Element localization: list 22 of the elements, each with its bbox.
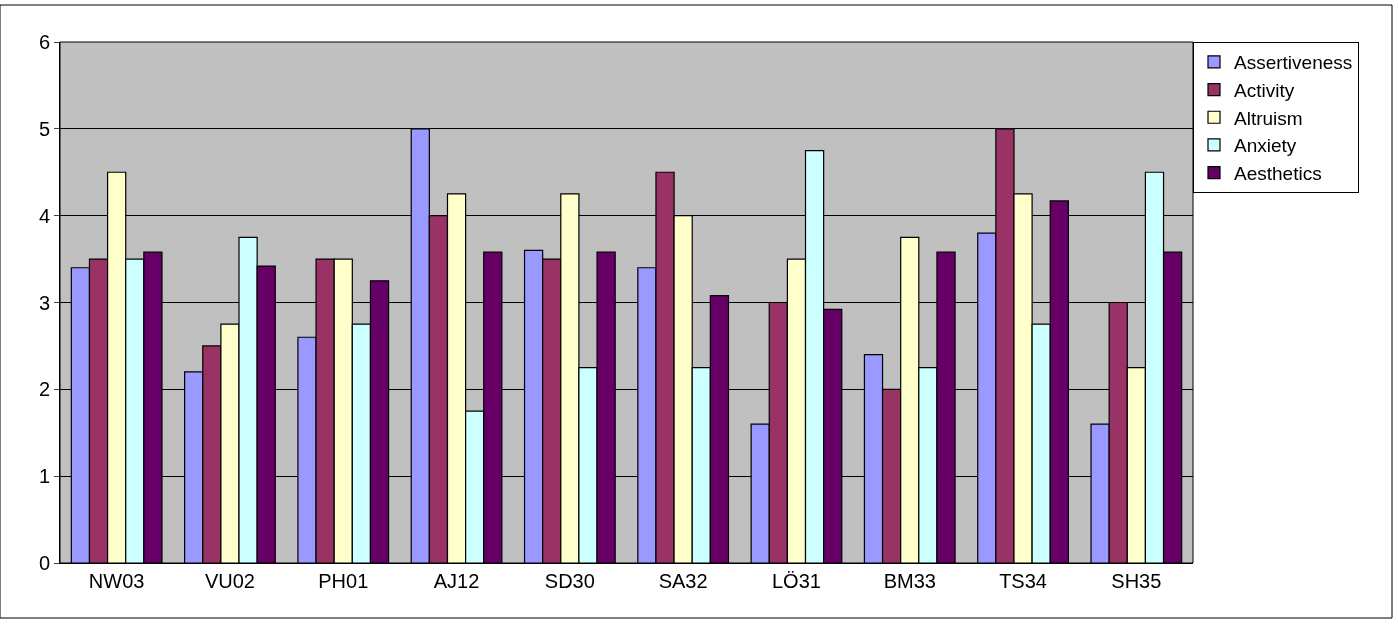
x-tick-label: SH35 <box>1111 570 1162 592</box>
x-tick-label: VU02 <box>204 570 255 592</box>
y-tick-label: 6 <box>38 31 50 53</box>
x-tick-label: SD30 <box>544 570 595 592</box>
y-tick-label: 1 <box>38 465 50 488</box>
y-tick-label: 3 <box>38 291 50 314</box>
x-tick-label: TS34 <box>999 570 1047 592</box>
x-tick-label: SA32 <box>658 570 708 592</box>
x-tick-label: NW03 <box>88 570 145 592</box>
legend-label: Aesthetics <box>1234 163 1322 185</box>
y-tick-label: 5 <box>38 117 50 140</box>
x-tick-label: AJ12 <box>433 570 480 592</box>
x-tick-label: BM33 <box>883 570 936 592</box>
legend-label: Assertiveness <box>1234 52 1353 74</box>
x-tick-label: LÖ31 <box>771 570 821 592</box>
y-tick-label: 0 <box>38 552 50 574</box>
y-tick-label: 2 <box>38 378 50 401</box>
x-tick-label: PH01 <box>318 570 369 592</box>
legend-label: Activity <box>1234 79 1295 101</box>
legend-label: Anxiety <box>1234 135 1297 157</box>
legend-label: Altruism <box>1234 107 1303 129</box>
y-tick-label: 4 <box>38 204 50 227</box>
